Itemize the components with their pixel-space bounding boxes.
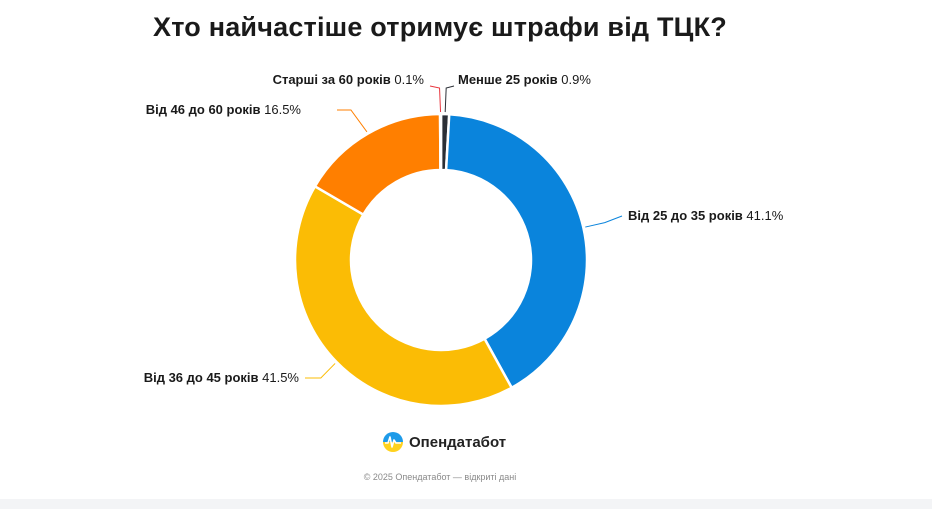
slice-label-3: Від 46 до 60 років 16.5% — [146, 102, 302, 117]
opendatabot-logo-icon — [383, 432, 403, 452]
bottom-strip — [0, 499, 932, 509]
leader-line-1 — [585, 215, 623, 228]
slice-labels: Менше 25 років 0.9% Від 25 до 35 років 41… — [144, 72, 784, 385]
donut-slice-1[interactable] — [444, 112, 589, 390]
leader-line-0 — [444, 85, 455, 113]
donut-slice-2[interactable] — [293, 185, 513, 408]
leader-line-2 — [305, 363, 336, 379]
brand-logo[interactable]: Опендатабот — [382, 430, 506, 454]
chart-title: Хто найчастіше отримує штрафи від ТЦК? — [153, 12, 727, 42]
slice-label-0: Менше 25 років 0.9% — [458, 72, 591, 87]
leader-lines — [305, 85, 623, 379]
slice-label-4: Старші за 60 років 0.1% — [273, 72, 425, 87]
footer-copyright: © 2025 Опендатабот — відкриті дані — [363, 472, 517, 482]
slice-label-2: Від 36 до 45 років 41.5% — [144, 370, 300, 385]
donut-slices — [293, 112, 589, 408]
brand-name: Опендатабот — [409, 433, 507, 451]
leader-line-3 — [337, 109, 368, 133]
leader-line-4 — [429, 85, 442, 113]
donut-slice-4[interactable] — [438, 112, 443, 172]
slice-label-1: Від 25 до 35 років 41.1% — [628, 208, 784, 223]
